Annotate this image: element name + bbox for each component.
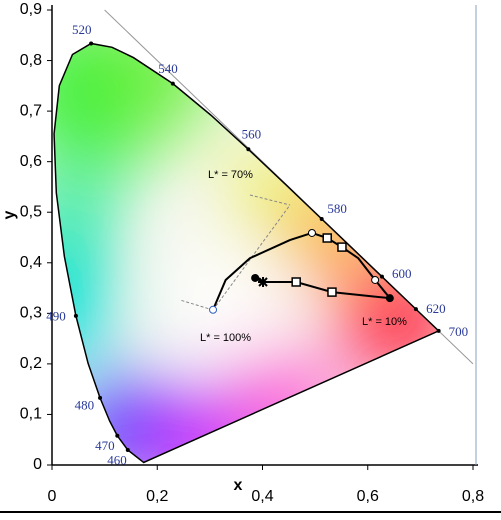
x-tick-label: 0 [48,488,57,505]
wavelength-label: 520 [72,22,92,37]
marker [337,242,347,252]
y-tick-label: 0 [33,456,42,473]
annotation: L* = 70% [208,169,253,181]
y-tick-label: 0,9 [20,1,42,18]
guide-line [249,194,291,206]
x-tick-label: 0,2 [146,488,168,505]
wavelength-label: 600 [392,266,412,281]
y-tick-label: 0,1 [20,406,42,423]
wavelength-point [319,216,324,221]
wavelength-point [436,328,441,333]
wavelength-label: 700 [449,324,469,339]
marker [258,276,269,287]
wavelength-label: 460 [107,453,127,468]
marker [307,228,316,237]
marker [291,277,301,287]
x-axis-label: x [234,477,243,494]
y-tick-label: 0,8 [20,52,42,69]
wavelength-point [98,395,103,400]
marker [209,305,218,314]
wavelength-point [413,307,418,312]
wavelength-label: 470 [95,438,115,453]
y-tick-label: 0,3 [20,305,42,322]
annotation: L* = 10% [362,316,407,328]
y-tick-label: 0,6 [20,153,42,170]
annotation: L* = 100% [200,332,251,344]
wavelength-point [379,274,384,279]
color-fill [54,43,439,463]
wavelength-label: 580 [327,201,347,216]
guide-line [179,299,214,311]
marker [327,287,337,297]
y-tick-label: 0,7 [20,102,42,119]
y-tick-label: 0,2 [20,355,42,372]
wavelength-label: 540 [158,61,178,76]
curve [212,231,391,311]
y-axis-label: y [1,210,18,219]
x-tick-label: 0,8 [462,488,484,505]
wavelength-point [246,147,251,152]
marker [322,233,332,243]
wavelength-point [170,81,175,86]
wavelength-label: 620 [426,301,446,316]
x-tick-label: 0,4 [251,488,273,505]
wavelength-point [73,313,78,318]
wavelength-label: 490 [46,308,66,323]
marker [251,273,260,282]
wavelength-point [89,41,94,46]
wavelength-point [125,447,130,452]
x-tick-label: 0,6 [357,488,379,505]
wavelength-label: 560 [242,126,262,141]
wavelength-point [115,433,120,438]
marker [371,275,380,284]
y-tick-label: 0,4 [20,254,42,271]
y-tick-label: 0,5 [20,203,42,220]
wavelength-label: 480 [75,398,95,413]
